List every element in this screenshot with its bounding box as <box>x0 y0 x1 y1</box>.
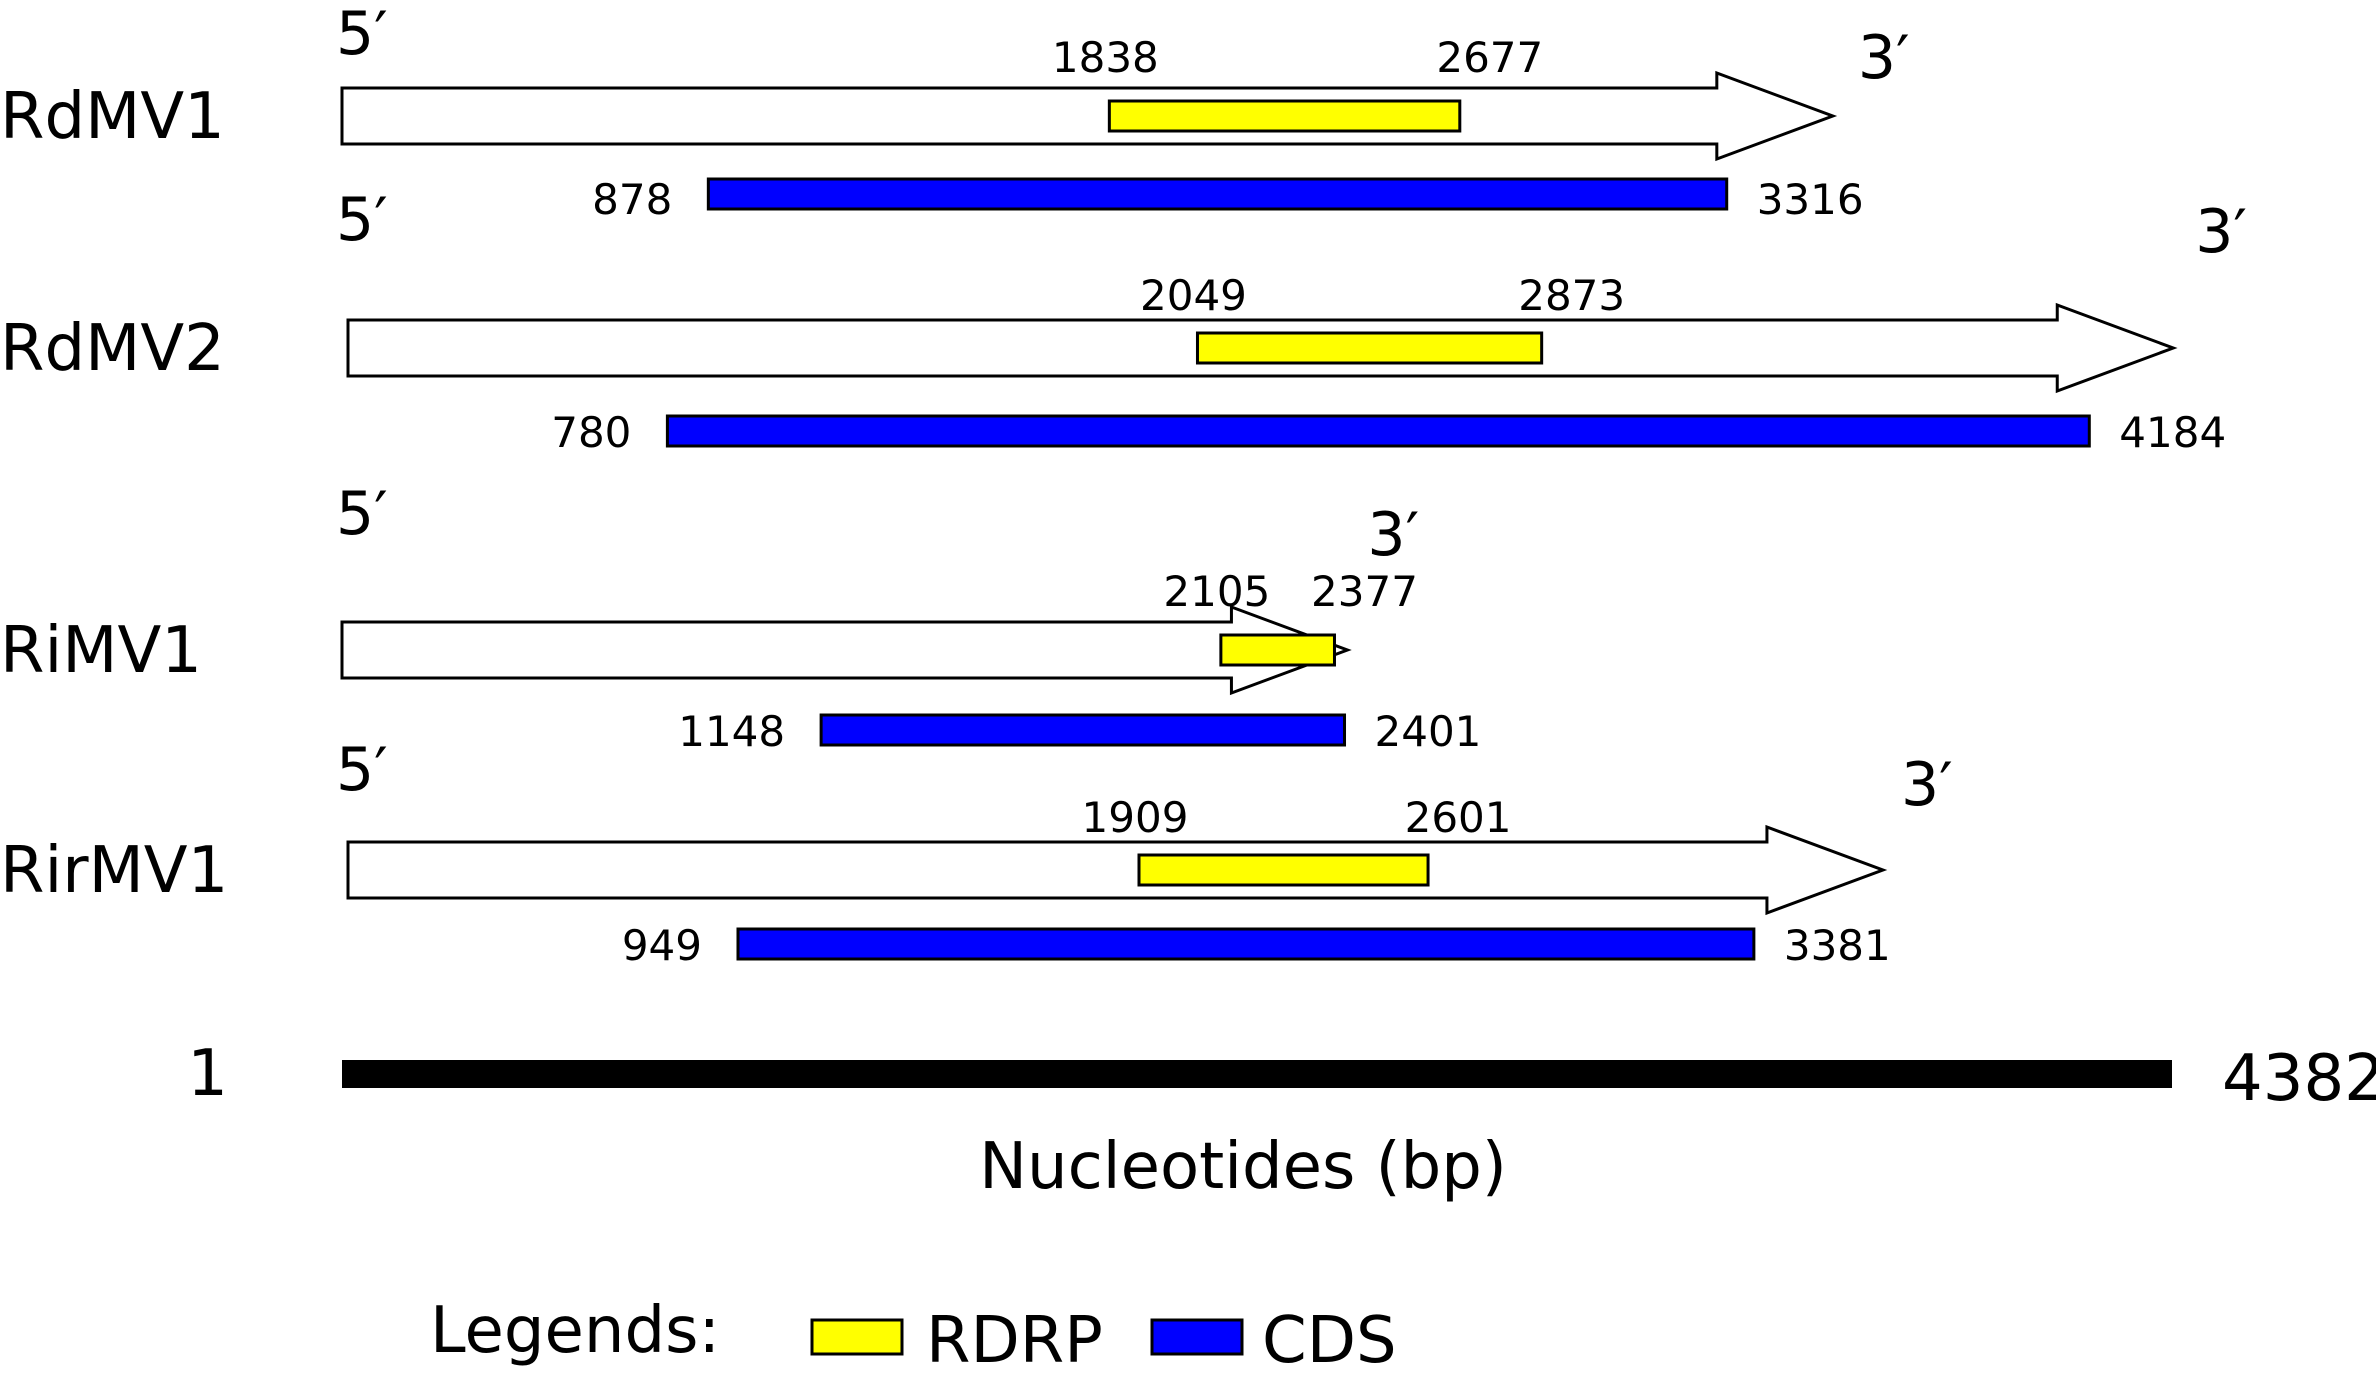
rdrp-end-label: 2873 <box>1518 271 1625 320</box>
three-prime-label: 3′ <box>1901 750 1953 820</box>
virus-name: RdMV2 <box>0 312 225 386</box>
virus-rows: RdMV1 5′ 3′ 1838 2677 878 3316 RdMV2 5′ 3′ 2049 287… <box>0 0 2247 970</box>
cds-end-label: 4184 <box>2119 408 2226 457</box>
axis-label: Nucleotides (bp) <box>979 1130 1507 1204</box>
legend-heading: Legends: <box>430 1294 720 1368</box>
cds-start-label: 949 <box>622 921 702 970</box>
rdrp-start-label: 1909 <box>1082 793 1189 842</box>
virus-row-rirmv1: RirMV1 5′ 3′ 1909 2601 949 3381 <box>0 735 1953 970</box>
five-prime-label: 5′ <box>336 0 388 69</box>
legend-label-rdrp: RDRP <box>926 1304 1103 1378</box>
scale-start-label: 1 <box>187 1037 228 1111</box>
scale-end-label: 4382 <box>2222 1042 2376 1116</box>
legend-swatch-cds <box>1150 1318 1244 1356</box>
legend-label-cds: CDS <box>1262 1304 1397 1378</box>
cds-end-label: 3381 <box>1784 921 1891 970</box>
cds-segment <box>665 414 2091 448</box>
rdrp-segment <box>1137 853 1430 887</box>
cds-end-label: 3316 <box>1757 175 1864 224</box>
genome-arrow <box>340 70 1838 162</box>
rdrp-segment <box>1219 633 1336 667</box>
virus-name: RdMV1 <box>0 80 225 154</box>
rdrp-segment <box>1195 331 1544 365</box>
three-prime-label: 3′ <box>1367 500 1419 570</box>
cds-segment <box>819 713 1347 747</box>
virus-name: RiMV1 <box>0 614 202 688</box>
legend-swatch-rdrp <box>810 1318 904 1356</box>
five-prime-label: 5′ <box>336 479 388 549</box>
five-prime-label: 5′ <box>336 735 388 805</box>
rdrp-start-label: 1838 <box>1052 33 1159 82</box>
cds-start-label: 878 <box>592 175 672 224</box>
rdrp-segment <box>1107 99 1462 133</box>
five-prime-label: 5′ <box>336 185 388 255</box>
cds-segment <box>706 177 1729 211</box>
genome-arrow <box>340 604 1352 696</box>
rdrp-end-label: 2677 <box>1436 33 1543 82</box>
cds-start-label: 1148 <box>678 707 785 756</box>
virus-row-rdmv1: RdMV1 5′ 3′ 1838 2677 878 3316 <box>0 0 1910 224</box>
virus-name: RirMV1 <box>0 834 228 908</box>
scale-bar <box>342 1060 2172 1088</box>
rdrp-start-label: 2105 <box>1163 567 1270 616</box>
rdrp-end-label: 2601 <box>1405 793 1512 842</box>
virus-row-rdmv2: RdMV2 5′ 3′ 2049 2873 780 4184 <box>0 185 2247 457</box>
scale-bar-group: 1 4382 Nucleotides (bp) <box>187 1037 2376 1204</box>
three-prime-label: 3′ <box>1858 23 1910 93</box>
rdrp-end-label: 2377 <box>1311 567 1418 616</box>
three-prime-label: 3′ <box>2195 197 2247 267</box>
cds-segment <box>736 927 1756 961</box>
cds-start-label: 780 <box>551 408 631 457</box>
genome-arrow <box>346 824 1888 916</box>
legend: Legends: RDRP CDS <box>430 1294 1397 1378</box>
rdrp-start-label: 2049 <box>1140 271 1247 320</box>
virus-row-rimv1: RiMV1 5′ 3′ 2105 2377 1148 2401 <box>0 479 1481 756</box>
cds-end-label: 2401 <box>1375 707 1482 756</box>
